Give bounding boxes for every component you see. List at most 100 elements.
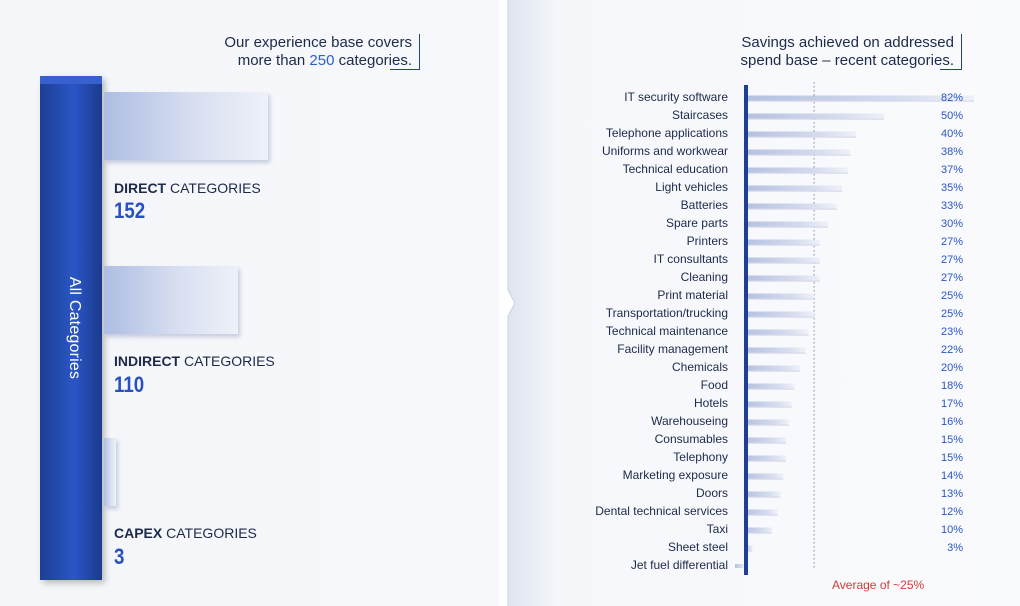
savings-callout-bracket [961, 34, 962, 70]
value-label: 20% [941, 362, 963, 374]
bar-shadow [744, 370, 801, 372]
category-label: Dental technical services [595, 504, 728, 518]
bar [744, 149, 851, 155]
value-label: 14% [941, 470, 963, 482]
bar-shadow [744, 280, 820, 282]
value-label: 38% [941, 146, 963, 158]
bar [744, 203, 837, 209]
value-label: 12% [941, 506, 963, 518]
bar-shadow [744, 334, 809, 336]
bar-shadow [744, 136, 857, 138]
bar-shadow [744, 388, 795, 390]
value-label: 25% [941, 308, 963, 320]
experience-callout: Our experience base covers more than 250… [180, 34, 420, 70]
value-label: 15% [941, 452, 963, 464]
callout-bracket [419, 34, 420, 70]
value-label: 27% [941, 254, 963, 266]
value-label: 3% [947, 542, 963, 554]
chart-axis [744, 85, 748, 575]
all-categories-label: All Categories [66, 276, 83, 380]
value-label: 18% [941, 380, 963, 392]
bar-shadow [744, 154, 851, 156]
value-label: 82% [941, 92, 963, 104]
direct-categories-count: 152 [114, 198, 146, 223]
capex-categories-block [104, 438, 116, 506]
capex-categories-title: CAPEX CATEGORIES [114, 525, 257, 541]
category-label: Chemicals [672, 360, 728, 374]
bar-shadow [744, 262, 820, 264]
value-label: 15% [941, 434, 963, 446]
bar [744, 113, 885, 119]
bar-shadow [744, 244, 820, 246]
category-label: Cleaning [681, 270, 728, 284]
bar [744, 131, 857, 137]
bar-shadow [744, 298, 815, 300]
value-label: 27% [941, 236, 963, 248]
value-label: 30% [941, 218, 963, 230]
category-label: Uniforms and workwear [602, 144, 728, 158]
value-label: 17% [941, 398, 963, 410]
bar-shadow [744, 478, 784, 480]
category-label: Spare parts [666, 216, 728, 230]
value-label: 37% [941, 164, 963, 176]
indirect-categories-count: 110 [114, 372, 145, 397]
direct-categories-block [104, 92, 268, 160]
bar [744, 527, 773, 533]
bar-shadow [744, 532, 773, 534]
savings-callout: Savings achieved on addressed spend base… [700, 34, 962, 70]
bar-shadow [744, 460, 787, 462]
category-label: Jet fuel differential [631, 558, 728, 572]
value-label: 27% [941, 272, 963, 284]
bar-shadow [744, 496, 781, 498]
value-label: 40% [941, 128, 963, 140]
bar [744, 95, 974, 101]
bar-shadow [744, 172, 848, 174]
indirect-categories-title: INDIRECT CATEGORIES [114, 353, 275, 369]
category-label: Batteries [681, 198, 728, 212]
bar-shadow [744, 442, 787, 444]
bar [744, 257, 820, 263]
category-label: Facility management [617, 342, 728, 356]
bar [744, 509, 778, 515]
bar-shadow [744, 406, 792, 408]
direct-categories-title: DIRECT CATEGORIES [114, 180, 261, 196]
category-label: Sheet steel [668, 540, 728, 554]
average-label: Average of ~25% [832, 578, 925, 592]
savings-callout-bracket-tick [940, 69, 962, 70]
value-label: 50% [941, 110, 963, 122]
category-label: Printers [687, 234, 728, 248]
all-categories-bar [40, 76, 102, 580]
bar-shadow [744, 550, 753, 552]
bar [744, 545, 753, 551]
bar [744, 437, 787, 443]
indirect-categories-block [104, 266, 238, 334]
bar [744, 347, 806, 353]
bar [744, 473, 784, 479]
category-label: Doors [696, 486, 728, 500]
bar [744, 221, 829, 227]
bar-shadow [744, 352, 806, 354]
value-label: 22% [941, 344, 963, 356]
bar [744, 419, 789, 425]
savings-bar-chart: IT security software 82% Staircases 50% Tele… [595, 82, 974, 575]
bar [744, 239, 820, 245]
category-label: Light vehicles [655, 180, 728, 194]
callout-bracket-tick [390, 69, 420, 70]
value-label: 10% [941, 524, 963, 536]
category-label: IT security software [624, 90, 728, 104]
bar [744, 491, 781, 497]
value-label: 16% [941, 416, 963, 428]
category-label: Marketing exposure [623, 468, 729, 482]
category-label: Taxi [707, 522, 728, 536]
category-label: Telephone applications [606, 126, 728, 140]
value-label: 35% [941, 182, 963, 194]
category-label: Warehouseing [651, 414, 728, 428]
bar-shadow [744, 118, 885, 120]
category-label: Print material [657, 288, 728, 302]
savings-title-line-1: Savings achieved on addressed [741, 34, 954, 51]
value-label: 25% [941, 290, 963, 302]
value-label: 13% [941, 488, 963, 500]
bar-shadow [744, 424, 789, 426]
bar [744, 329, 809, 335]
bar [744, 311, 815, 317]
